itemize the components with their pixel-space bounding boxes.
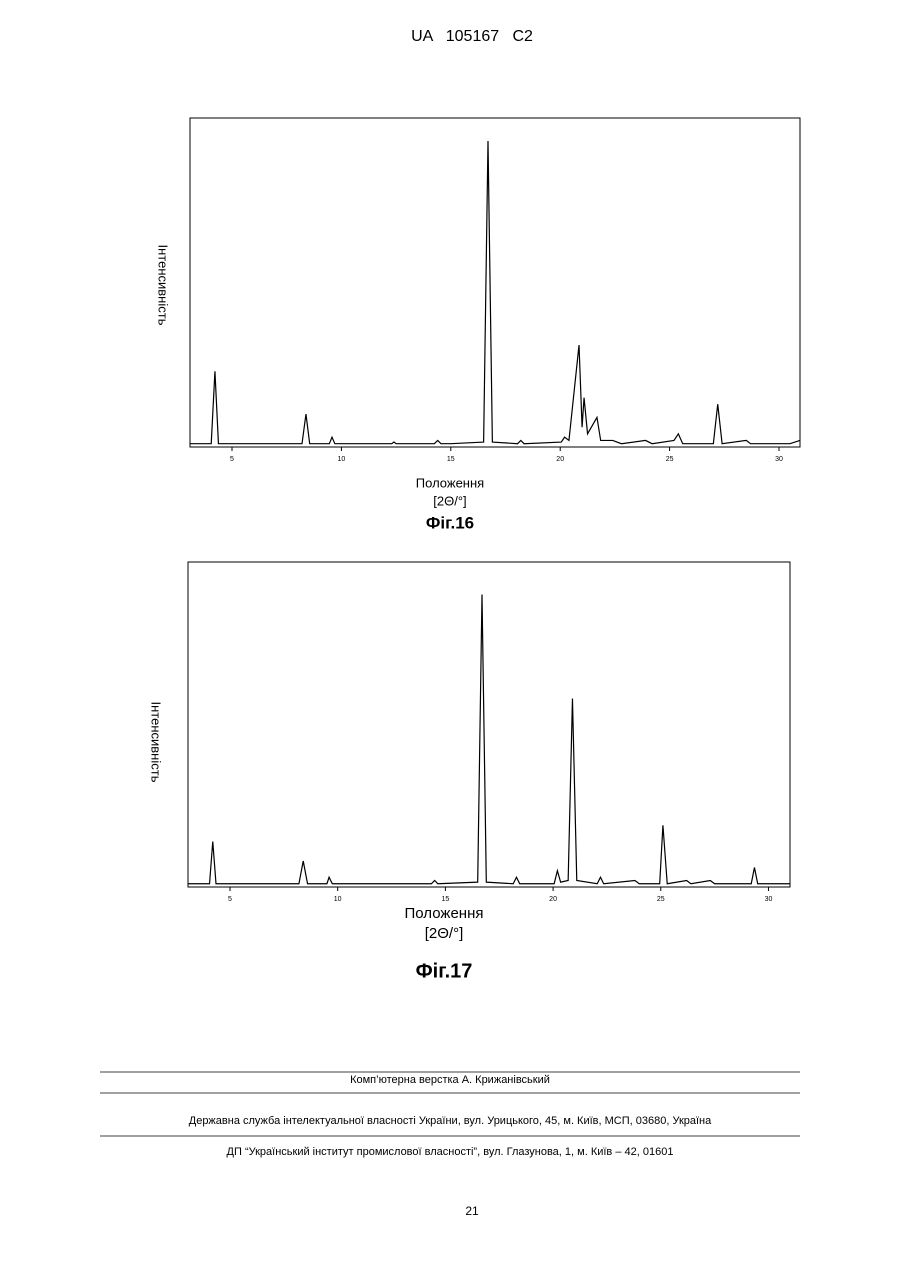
document: UA 105167 C2 Комп’ютерна верстка А. Криж… [0, 0, 901, 1273]
x-tick-label: 30 [775, 456, 783, 463]
x-tick-label: 15 [441, 896, 449, 903]
x-tick-label: 30 [765, 896, 773, 903]
x-tick-label: 10 [334, 896, 342, 903]
header-title: UA 105167 C2 [411, 28, 533, 45]
x-tick-label: 20 [549, 896, 557, 903]
x-tick-label: 25 [666, 456, 674, 463]
x-tick-label: 5 [230, 456, 234, 463]
page: UA 105167 C2 Комп’ютерна верстка А. Криж… [0, 0, 901, 1273]
office: Державна служба інтелектуальної власност… [189, 1115, 712, 1127]
x-axis-unit: [2Θ/°] [425, 925, 464, 942]
x-axis-unit: [2Θ/°] [433, 493, 466, 508]
x-tick-label: 25 [657, 896, 665, 903]
x-axis-label: Положення [416, 475, 484, 490]
figure-caption: Фіг.16 [426, 513, 474, 532]
figure-caption: Фіг.17 [416, 960, 473, 982]
page-number: 21 [465, 1204, 479, 1218]
x-tick-label: 10 [338, 456, 346, 463]
x-tick-label: 20 [556, 456, 564, 463]
typesetter: Комп’ютерна верстка А. Крижанівський [350, 1074, 550, 1086]
x-tick-label: 15 [447, 456, 455, 463]
y-axis-label: Інтенсивність [149, 702, 164, 783]
institute: ДП “Український інститут промислової вла… [227, 1146, 674, 1158]
y-axis-label: Інтенсивність [156, 245, 171, 326]
x-axis-label: Положення [405, 905, 484, 922]
x-tick-label: 5 [228, 896, 232, 903]
